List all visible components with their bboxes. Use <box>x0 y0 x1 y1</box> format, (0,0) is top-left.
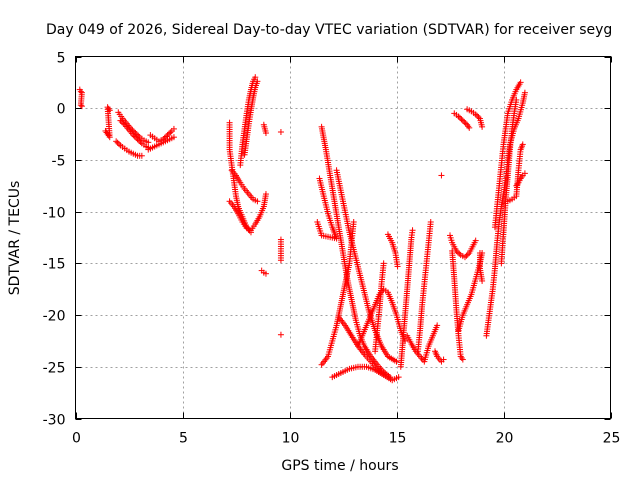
data-point <box>458 116 465 123</box>
data-point <box>350 218 357 225</box>
data-point <box>135 137 142 144</box>
data-point <box>277 331 284 338</box>
data-point <box>118 119 125 126</box>
data-point <box>513 96 520 103</box>
data-point <box>459 117 466 124</box>
data-point <box>163 133 170 140</box>
data-point <box>479 277 486 284</box>
data-point <box>458 354 465 361</box>
data-point <box>116 141 123 148</box>
data-point <box>170 134 177 141</box>
data-point <box>474 112 481 119</box>
data-point <box>438 172 445 179</box>
data-point <box>409 227 416 234</box>
data-point <box>517 79 524 86</box>
data-point <box>106 107 113 114</box>
data-point <box>167 129 174 136</box>
data-point <box>131 133 138 140</box>
data-point <box>521 89 528 96</box>
y-tick-label: -30 <box>43 413 66 429</box>
data-point <box>434 322 441 329</box>
y-tick-label: -25 <box>43 361 66 377</box>
x-tick-label: 0 <box>72 431 81 447</box>
data-point <box>472 111 479 118</box>
data-point <box>380 369 387 376</box>
data-point <box>466 124 473 131</box>
data-point <box>463 252 470 259</box>
data-point <box>134 136 141 143</box>
chart-title: Day 049 of 2026, Sidereal Day-to-day VTE… <box>46 22 612 38</box>
data-point <box>133 134 140 141</box>
data-point <box>120 120 127 127</box>
x-tick-label: 20 <box>496 431 514 447</box>
x-tick-label: 10 <box>282 431 300 447</box>
data-point <box>170 125 177 132</box>
data-point <box>161 134 168 141</box>
data-point <box>254 198 261 205</box>
data-point <box>145 139 152 146</box>
y-tick-label: -10 <box>43 206 66 222</box>
data-point <box>380 260 387 267</box>
data-point <box>164 132 171 139</box>
x-tick-label: 15 <box>389 431 407 447</box>
data-point <box>130 132 137 139</box>
data-point <box>117 117 124 124</box>
plot-frame <box>75 56 611 419</box>
data-point <box>277 129 284 136</box>
x-axis-label: GPS time / hours <box>281 458 398 474</box>
data-point <box>277 257 284 264</box>
data-point <box>77 102 84 109</box>
y-tick-label: -15 <box>43 257 66 273</box>
data-point <box>521 170 528 177</box>
data-point <box>137 139 144 146</box>
y-axis-label: SDTVAR / TECUs <box>7 181 23 296</box>
data-point <box>479 123 486 130</box>
data-point <box>394 263 401 270</box>
data-point <box>165 130 172 137</box>
data-point <box>78 103 85 110</box>
data-point <box>314 218 321 225</box>
data-point <box>472 237 479 244</box>
data-point <box>464 251 471 258</box>
data-point <box>262 191 269 198</box>
data-point <box>77 88 84 95</box>
data-point <box>393 358 400 365</box>
data-point <box>475 114 482 121</box>
data-marks <box>76 74 528 384</box>
data-point <box>254 78 261 85</box>
data-point <box>262 270 269 277</box>
data-point <box>113 138 120 145</box>
y-tick-label: 5 <box>57 51 66 67</box>
data-point <box>160 136 167 143</box>
data-point <box>461 119 468 126</box>
data-point <box>440 356 447 363</box>
data-point <box>459 356 466 363</box>
axis-ticks: 0 5 10 15 20 25 5 0 -5 -10 -15 -20 -25 -30 <box>43 51 621 447</box>
data-point <box>114 139 121 146</box>
data-point <box>455 113 462 120</box>
data-point <box>252 74 259 81</box>
y-tick-label: -20 <box>43 309 66 325</box>
data-point <box>427 218 434 225</box>
data-point <box>456 114 463 121</box>
data-point <box>262 130 269 137</box>
y-tick-label: -5 <box>52 154 66 170</box>
data-point <box>461 254 468 261</box>
x-tick-label: 5 <box>179 431 188 447</box>
data-point <box>395 374 402 381</box>
data-point <box>456 250 463 257</box>
y-tick-label: 0 <box>57 102 66 118</box>
data-point <box>454 249 461 256</box>
data-point <box>105 105 112 112</box>
x-tick-label: 25 <box>603 431 621 447</box>
data-point <box>138 152 145 159</box>
data-point <box>519 141 526 148</box>
